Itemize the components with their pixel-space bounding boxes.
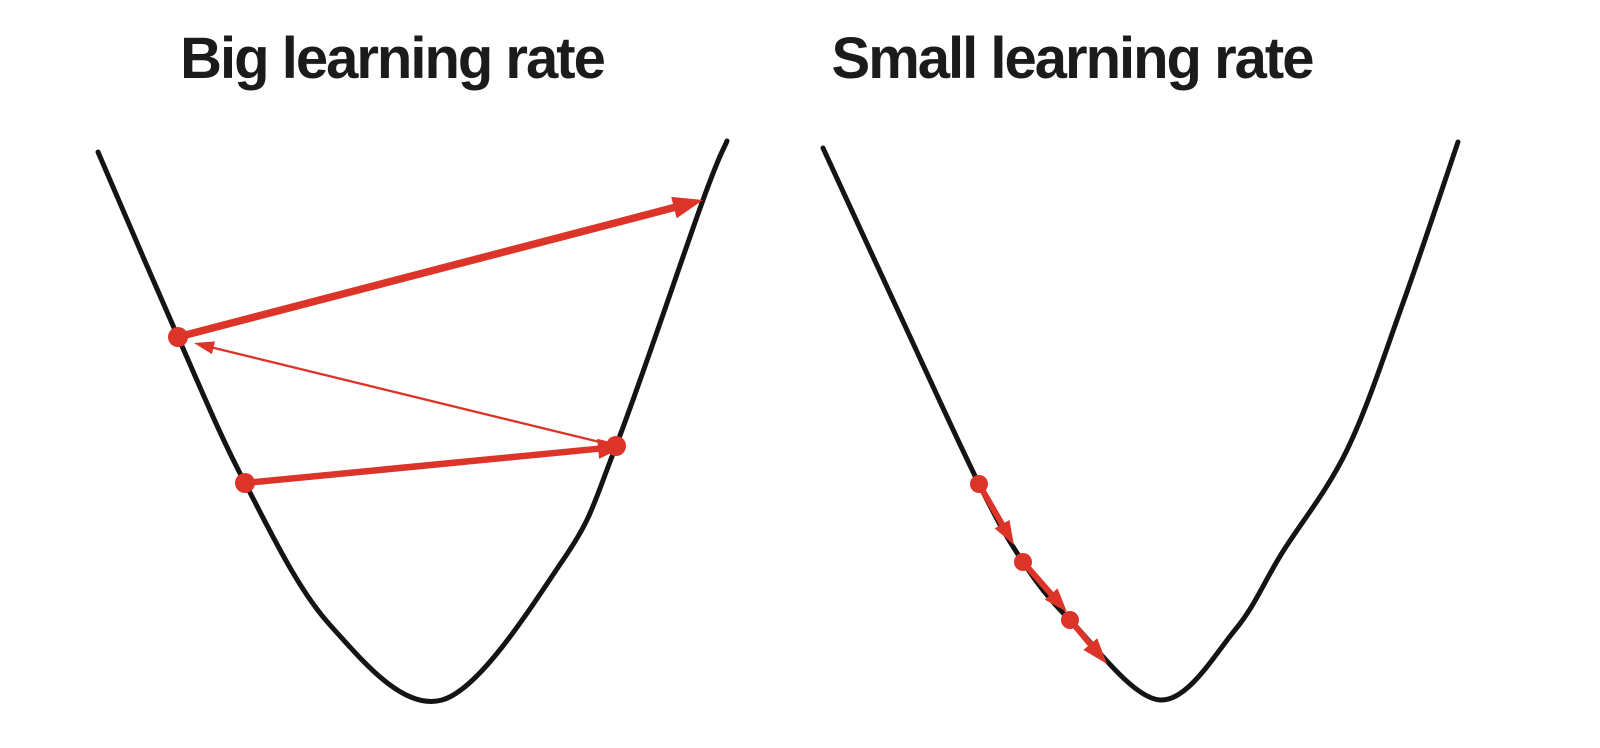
small-learning-rate-step-dot-1 (1014, 553, 1032, 571)
gradient-step-arrowhead-1-0 (994, 520, 1014, 545)
small-learning-rate-figure (820, 139, 1461, 703)
gradient-step-arrow-shaft-0-0 (241, 444, 612, 487)
big-learning-rate-step-dot-0 (168, 327, 188, 347)
gradient-step-arrowhead-0-1 (194, 341, 215, 355)
big-learning-rate-figure (95, 138, 730, 704)
small-learning-rate-title: Small learning rate (831, 26, 1315, 91)
small-learning-rate-step-dot-0 (970, 475, 988, 493)
big-learning-rate-title: Big learning rate (180, 26, 606, 91)
small-learning-rate-step-dot-2 (1061, 611, 1079, 629)
big-learning-rate-loss-curve (95, 138, 730, 704)
big-learning-rate-step-dot-1 (235, 473, 255, 493)
gradient-step-arrowhead-1-2 (1083, 638, 1107, 664)
big-learning-rate-step-dot-2 (606, 436, 626, 456)
small-learning-rate-loss-curve (820, 139, 1461, 703)
gradient-step-arrow-shaft-1-0 (976, 481, 1010, 535)
gradient-step-arrowhead-1-1 (1044, 588, 1067, 612)
gradient-step-arrow-shaft-0-1 (205, 344, 618, 448)
gradient-step-arrow-shaft-0-2 (174, 201, 688, 341)
gradient-step-arrowhead-0-2 (671, 196, 703, 219)
